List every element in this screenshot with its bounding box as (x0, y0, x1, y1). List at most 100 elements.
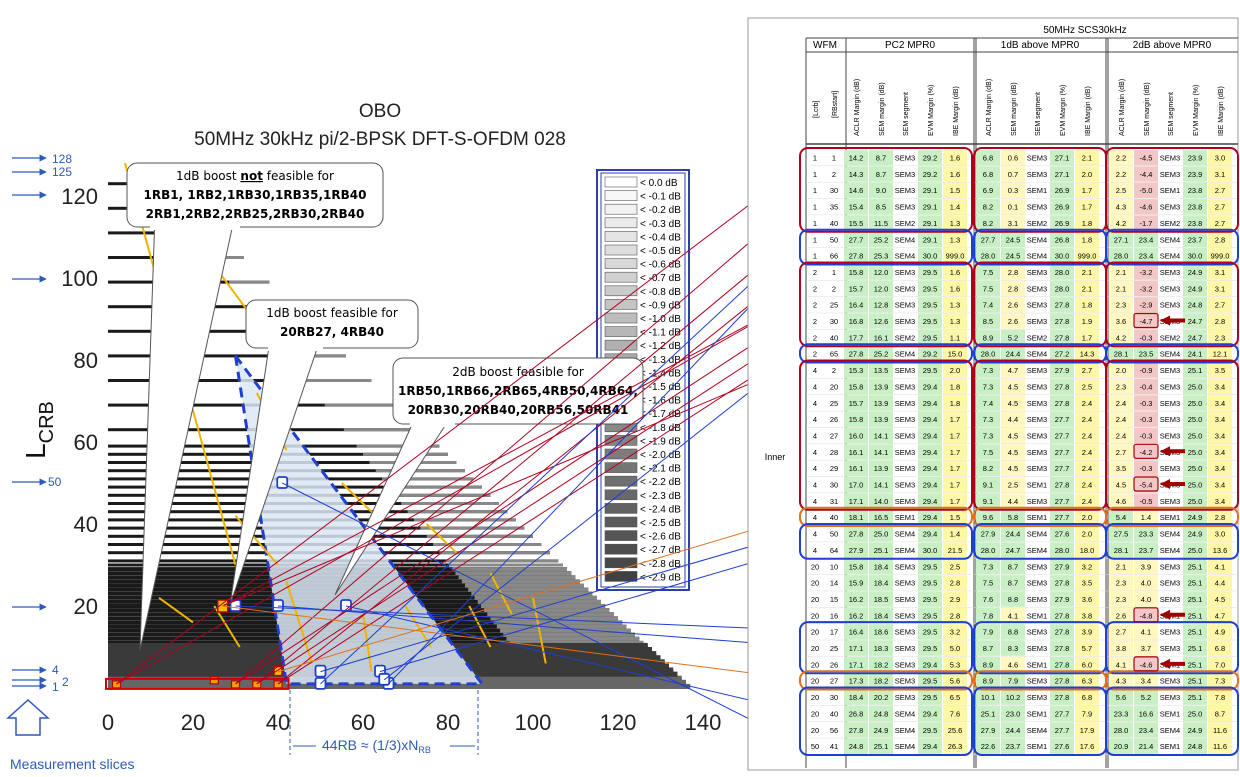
table-cell: 2.0 (1116, 366, 1126, 375)
table-cell-bg (1075, 722, 1099, 738)
table-cell-bg (1208, 722, 1232, 738)
heat-stripe (496, 624, 627, 629)
table-cell: 3.4 (1215, 481, 1225, 490)
table-cell: 29.5 (923, 611, 938, 620)
table-cell: 10.1 (981, 693, 996, 702)
table-cell-bg (1001, 575, 1025, 591)
table-key-cell: 20 (811, 677, 819, 686)
table-cell-bg (976, 329, 1000, 346)
table-cell: 28.1 (1114, 546, 1129, 555)
table-cell-bg (1183, 460, 1207, 476)
table-key-cell: 27 (830, 431, 838, 440)
table-cell: 27.8 (1055, 382, 1070, 391)
table-cell-bg (1158, 575, 1182, 591)
table-cell: 3.4 (1215, 497, 1225, 506)
table-cell: 8.8 (1008, 628, 1018, 637)
table-cell-bg (869, 738, 893, 754)
table-cell: 5.6 (1116, 693, 1126, 702)
table-key-cell: 4 (813, 513, 817, 522)
table-cell: SEM3 (1160, 382, 1180, 391)
table-cell-bg (943, 395, 967, 411)
table-cell: 8.7 (983, 644, 993, 653)
flag-box (1133, 476, 1159, 492)
table-cell: -5.0 (1140, 186, 1153, 195)
table-cell: 29.1 (923, 219, 938, 228)
table-cell: SEM3 (1160, 628, 1180, 637)
table-cell-bg (943, 591, 967, 607)
table-cell-bg (1134, 444, 1158, 460)
table-cell-bg (1025, 346, 1049, 362)
table-cell-bg (1001, 329, 1025, 346)
feasible-triangle (234, 354, 486, 686)
table-cell-bg (1001, 558, 1025, 575)
legend-label: < 0.0 dB (640, 178, 678, 189)
table-cell: 17.0 (849, 481, 864, 490)
table-cell-bg (1025, 656, 1049, 673)
table-cell: 2.8 (1215, 235, 1225, 244)
table-cell: 27.9 (849, 546, 864, 555)
table-cell: 2.5 (950, 562, 960, 571)
table-cell-bg (1075, 575, 1099, 591)
table-cell-bg (918, 313, 942, 329)
table-cell-bg (844, 509, 868, 526)
table-cell-bg (1109, 689, 1133, 705)
table-cell: 6.9 (983, 186, 993, 195)
table-cell-bg (1158, 427, 1182, 444)
table-cell: 28.0 (1055, 268, 1070, 277)
table-cell: 27.7 (1055, 464, 1070, 473)
table-cell-bg (893, 297, 917, 313)
table-cell: 8.7 (1008, 562, 1018, 571)
x-tick-label: 40 (266, 710, 290, 735)
heat-stripe (506, 636, 640, 641)
table-cell-bg (1183, 477, 1207, 493)
heat-stripe (210, 256, 244, 259)
legend-swatch (604, 231, 638, 242)
table-cell-bg (869, 166, 893, 182)
table-cell-bg (1001, 460, 1025, 476)
table-cell-bg (1001, 378, 1025, 395)
table-cell: -4.8 (1140, 611, 1153, 620)
legend-label: < -0.9 dB (640, 300, 681, 311)
table-cell: 27.2 (1055, 350, 1070, 359)
table-cell: SEM3 (895, 317, 915, 326)
table-cell: 1.7 (950, 481, 960, 490)
table-cell-bg (1208, 313, 1232, 329)
table-cell-bg (1050, 526, 1074, 542)
table-cell-bg (1001, 738, 1025, 754)
table-cell: SEM3 (895, 301, 915, 310)
table-cell-bg (1158, 150, 1182, 166)
table-cell: SEM4 (895, 709, 915, 718)
connector-line (277, 345, 801, 685)
table-cell-bg (1183, 248, 1207, 264)
table-cell: 2.8 (1215, 513, 1225, 522)
table-cell: SEM3 (1160, 431, 1180, 440)
table-cell: 1.6 (950, 268, 960, 277)
table-cell-bg (1183, 346, 1207, 362)
table-cell-bg (1075, 673, 1099, 689)
table-cell-bg (976, 346, 1000, 362)
table-cell: 7.6 (983, 595, 993, 604)
table-cell: 12.0 (874, 284, 889, 293)
table-cell-bg (943, 166, 967, 182)
blue-row-box (799, 523, 973, 560)
table-cell-bg (1109, 199, 1133, 215)
heat-stripe (480, 604, 606, 608)
table-key-cell: 40 (830, 709, 838, 718)
table-cell: SEM3 (1027, 170, 1047, 179)
table-cell-bg (1109, 656, 1133, 673)
table-cell: 25.2 (874, 350, 889, 359)
connector-line (222, 605, 801, 680)
table-cell-bg (1075, 166, 1099, 182)
table-cell-bg (1025, 329, 1049, 346)
table-cell-bg (1025, 526, 1049, 542)
table-cell: 16.1 (849, 448, 864, 457)
table-cell-bg (893, 689, 917, 705)
table-cell-bg (844, 231, 868, 248)
table-cell: 3.7 (1141, 644, 1151, 653)
table-cell-bg (1025, 362, 1049, 378)
table-cell: 24.1 (1188, 350, 1203, 359)
table-cell: 1.3 (950, 317, 960, 326)
table-cell-bg (1208, 575, 1232, 591)
table-cell-bg (1050, 689, 1074, 705)
table-cell-bg (1158, 329, 1182, 346)
